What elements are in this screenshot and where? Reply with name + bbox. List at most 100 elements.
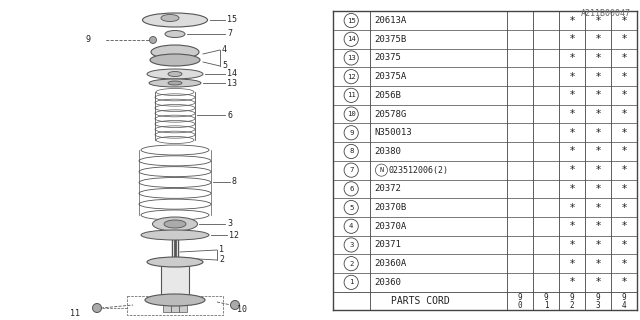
Ellipse shape bbox=[147, 257, 203, 267]
Text: 9
2: 9 2 bbox=[570, 292, 574, 309]
Text: 9: 9 bbox=[349, 130, 353, 136]
Text: *: * bbox=[570, 147, 575, 156]
Text: 8: 8 bbox=[232, 178, 237, 187]
Text: *: * bbox=[621, 240, 627, 250]
Bar bbox=[161, 262, 189, 300]
Text: *: * bbox=[570, 16, 575, 26]
Text: 11: 11 bbox=[347, 92, 356, 98]
Text: *: * bbox=[621, 72, 627, 82]
Text: 10: 10 bbox=[237, 306, 247, 315]
Text: 6: 6 bbox=[227, 110, 232, 119]
Text: 9: 9 bbox=[85, 36, 90, 44]
Text: *: * bbox=[621, 16, 627, 26]
Ellipse shape bbox=[168, 71, 182, 76]
Text: *: * bbox=[570, 203, 575, 212]
Text: 1: 1 bbox=[349, 279, 353, 285]
Ellipse shape bbox=[143, 13, 207, 27]
Text: 9
0: 9 0 bbox=[518, 292, 522, 309]
Text: *: * bbox=[621, 184, 627, 194]
Text: *: * bbox=[621, 128, 627, 138]
Text: *: * bbox=[570, 109, 575, 119]
Ellipse shape bbox=[141, 230, 209, 240]
Text: 6: 6 bbox=[349, 186, 353, 192]
Text: 12: 12 bbox=[229, 230, 239, 239]
Text: *: * bbox=[595, 259, 600, 269]
Text: *: * bbox=[570, 277, 575, 287]
Text: *: * bbox=[595, 16, 600, 26]
Text: 2: 2 bbox=[349, 261, 353, 267]
Text: 11: 11 bbox=[70, 308, 80, 317]
Ellipse shape bbox=[150, 54, 200, 66]
Text: *: * bbox=[595, 128, 600, 138]
Text: *: * bbox=[621, 277, 627, 287]
Text: *: * bbox=[595, 34, 600, 44]
Text: *: * bbox=[621, 221, 627, 231]
Text: 4: 4 bbox=[349, 223, 353, 229]
Text: *: * bbox=[570, 221, 575, 231]
Text: *: * bbox=[570, 90, 575, 100]
Bar bbox=[171, 300, 179, 312]
Ellipse shape bbox=[150, 36, 157, 44]
Text: *: * bbox=[570, 72, 575, 82]
Text: *: * bbox=[595, 147, 600, 156]
Text: 1: 1 bbox=[219, 245, 224, 254]
Text: *: * bbox=[621, 90, 627, 100]
Ellipse shape bbox=[165, 30, 185, 37]
Text: 5: 5 bbox=[349, 204, 353, 211]
Text: *: * bbox=[570, 128, 575, 138]
Text: PARTS CORD: PARTS CORD bbox=[390, 296, 449, 306]
Text: 20370B: 20370B bbox=[374, 203, 406, 212]
Text: *: * bbox=[570, 184, 575, 194]
Text: 2: 2 bbox=[219, 255, 224, 265]
Text: *: * bbox=[595, 240, 600, 250]
Text: 12: 12 bbox=[347, 74, 356, 80]
Ellipse shape bbox=[147, 69, 203, 79]
Text: 14: 14 bbox=[227, 69, 237, 78]
Text: A211B00047: A211B00047 bbox=[580, 9, 630, 18]
Text: *: * bbox=[621, 203, 627, 212]
Text: N350013: N350013 bbox=[374, 128, 412, 137]
Text: 9
4: 9 4 bbox=[621, 292, 626, 309]
Text: 7: 7 bbox=[349, 167, 353, 173]
Bar bbox=[179, 300, 187, 312]
Text: 20370A: 20370A bbox=[374, 222, 406, 231]
Text: *: * bbox=[595, 53, 600, 63]
Text: *: * bbox=[570, 53, 575, 63]
Bar bbox=[163, 300, 171, 312]
Text: *: * bbox=[621, 147, 627, 156]
Text: *: * bbox=[570, 34, 575, 44]
Text: 20375A: 20375A bbox=[374, 72, 406, 81]
Text: 13: 13 bbox=[227, 78, 237, 87]
Text: 14: 14 bbox=[347, 36, 356, 42]
Text: 20372: 20372 bbox=[374, 184, 401, 193]
Text: 3: 3 bbox=[227, 220, 232, 228]
Text: *: * bbox=[595, 277, 600, 287]
Text: 20375B: 20375B bbox=[374, 35, 406, 44]
Text: 20375: 20375 bbox=[374, 53, 401, 62]
Text: 8: 8 bbox=[349, 148, 353, 155]
Text: 4: 4 bbox=[222, 45, 227, 54]
Text: *: * bbox=[595, 221, 600, 231]
Text: *: * bbox=[595, 90, 600, 100]
Text: 15: 15 bbox=[347, 18, 356, 24]
Text: *: * bbox=[570, 259, 575, 269]
Text: *: * bbox=[621, 53, 627, 63]
Ellipse shape bbox=[149, 79, 201, 87]
Text: *: * bbox=[621, 34, 627, 44]
Ellipse shape bbox=[168, 81, 182, 85]
Text: 20578G: 20578G bbox=[374, 109, 406, 118]
Text: 023512006(2): 023512006(2) bbox=[388, 166, 448, 175]
Text: 20371: 20371 bbox=[374, 240, 401, 250]
Text: 2056B: 2056B bbox=[374, 91, 401, 100]
Ellipse shape bbox=[152, 217, 198, 231]
Text: N: N bbox=[380, 167, 383, 173]
Text: *: * bbox=[595, 109, 600, 119]
Ellipse shape bbox=[230, 300, 239, 309]
Text: *: * bbox=[570, 240, 575, 250]
Ellipse shape bbox=[161, 14, 179, 21]
Text: *: * bbox=[621, 259, 627, 269]
Text: 20360A: 20360A bbox=[374, 259, 406, 268]
Text: 3: 3 bbox=[349, 242, 353, 248]
Text: *: * bbox=[621, 109, 627, 119]
Text: 13: 13 bbox=[347, 55, 356, 61]
